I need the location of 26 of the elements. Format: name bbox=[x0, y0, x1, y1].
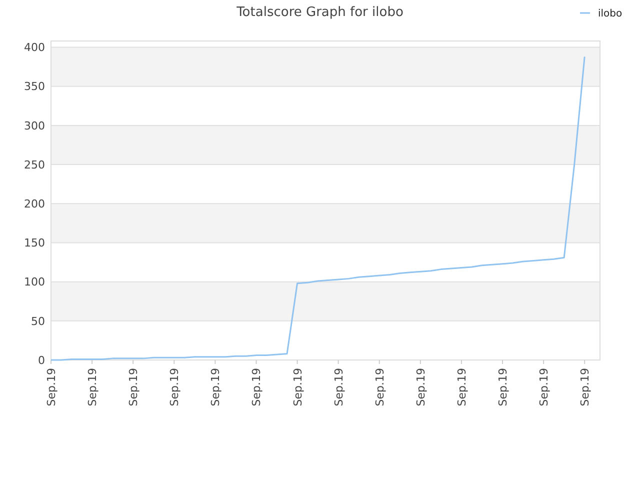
y-tick-label: 400 bbox=[24, 41, 45, 54]
y-tick-label: 50 bbox=[31, 314, 45, 328]
chart-title: Totalscore Graph for ilobo bbox=[236, 5, 404, 20]
y-tick-label: 100 bbox=[24, 276, 45, 289]
x-tick-label: Sep.19 bbox=[250, 368, 264, 406]
legend-label: ilobo bbox=[598, 8, 622, 20]
y-tick-label: 300 bbox=[24, 119, 45, 132]
x-tick-label: Sep.19 bbox=[414, 368, 428, 406]
line-series bbox=[50, 56, 586, 361]
x-tick-label: Sep.19 bbox=[332, 368, 346, 406]
x-tick-label: Sep.19 bbox=[538, 368, 551, 406]
y-tick-label: 350 bbox=[24, 80, 45, 94]
x-tick-label: Sep.19 bbox=[373, 368, 386, 406]
x-tick-label: Sep.19 bbox=[168, 368, 182, 406]
x-tick-label: Sep.19 bbox=[127, 368, 140, 406]
x-tick-label: Sep.19 bbox=[291, 368, 304, 406]
x-tick-label: Sep.19 bbox=[455, 368, 468, 406]
y-tick-label: 150 bbox=[24, 236, 45, 250]
x-tick-label: Sep.19 bbox=[86, 368, 100, 406]
y-tick-label: 200 bbox=[24, 197, 45, 210]
x-tick-label: Sep.19 bbox=[45, 368, 58, 406]
x-tick-label: Sep.19 bbox=[496, 368, 510, 406]
y-tick-label: 0 bbox=[38, 354, 45, 367]
y-tick-label: 250 bbox=[24, 158, 45, 172]
x-tick-label: Sep.19 bbox=[209, 368, 222, 406]
x-tick-label: Sep.19 bbox=[578, 368, 592, 406]
